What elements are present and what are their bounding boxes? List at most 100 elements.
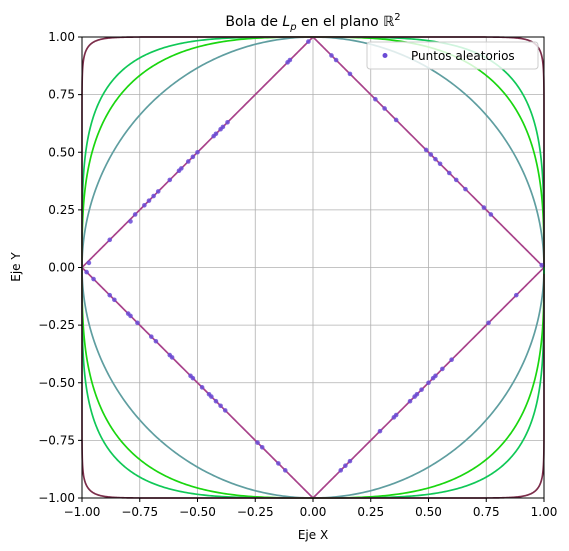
scatter-point-34 [463,186,468,192]
x-tick-label-1: −0.75 [121,505,158,519]
x-tick-label-7: 0.75 [473,505,500,519]
title-space: ℝ [383,14,395,30]
scatter-point-21 [306,39,311,44]
scatter-point-0 [86,260,92,266]
scatter-point-15 [213,131,219,137]
scatter-point-63 [449,357,454,363]
scatter-point-53 [209,394,214,399]
scatter-point-37 [539,262,544,268]
y-tick-label-0: −1.00 [38,491,75,505]
x-tick-label-8: 1.00 [531,505,558,519]
scatter-point-51 [199,385,205,390]
scatter-point-43 [128,313,133,319]
scatter-point-10 [179,166,184,171]
scatter-point-12 [190,154,196,160]
title-symbol: L [282,14,290,30]
x-tick-label-2: −0.50 [179,505,216,519]
x-tick-label-3: −0.25 [237,505,274,519]
scatter-point-38 [84,269,89,275]
scatter-point-22 [329,53,334,58]
scatter-point-67 [426,380,431,386]
x-axis-ticks: −1.00 −0.75 −0.50 −0.25 0.00 0.25 0.50 0.75 1.00 [64,498,558,519]
x-tick-label-4: 0.00 [300,505,327,519]
scatter-point-17 [220,124,226,130]
scatter-point-57 [255,440,260,445]
x-axis-label: Eje X [298,528,328,542]
scatter-point-6 [151,193,156,199]
scatter-point-77 [338,468,344,473]
y-tick-label-2: −0.50 [38,376,75,390]
scatter-point-71 [407,398,413,404]
scatter-point-3 [132,212,138,217]
scatter-point-56 [222,408,228,413]
scatter-point-75 [347,458,353,464]
scatter-point-18 [225,119,230,125]
chart-title: Bola de Lp en el plano ℝ2 [225,12,400,33]
scatter-point-70 [412,394,417,399]
scatter-point-33 [453,177,459,183]
scatter-point-44 [135,320,140,326]
title-superscript: 2 [394,12,400,23]
scatter-point-39 [91,276,96,282]
scatter-point-36 [488,212,494,217]
title-main: Bola de [225,14,278,30]
y-tick-label-1: −0.75 [38,433,75,447]
scatter-point-27 [393,117,399,123]
scatter-point-54 [213,398,219,404]
scatter-point-5 [146,198,152,203]
legend-label-puntos: Puntos aleatorios [411,49,515,63]
y-tick-label-8: 1.00 [48,30,75,44]
scatter-point-68 [419,387,424,392]
scatter-point-59 [276,461,281,466]
y-tick-label-7: 0.75 [48,88,75,102]
title-rest: en el plano [297,14,384,30]
x-tick-label-5: 0.25 [357,505,384,519]
scatter-point-32 [446,170,452,176]
scatter-point-4 [142,202,147,208]
scatter-point-61 [513,292,519,298]
scatter-point-30 [433,156,438,162]
scatter-point-11 [185,159,191,164]
scatter-point-74 [377,428,383,434]
scatter-point-62 [486,320,491,326]
scatter-point-55 [218,403,223,409]
scatter-point-50 [190,375,196,381]
y-tick-label-3: −0.25 [38,318,75,332]
scatter-point-2 [128,219,133,224]
scatter-point-73 [391,415,397,420]
legend-box [366,41,539,70]
scatter-point-40 [107,292,113,298]
x-tick-label-6: 0.50 [415,505,442,519]
legend-marker [382,53,388,58]
scatter-point-1 [107,237,113,243]
scatter-point-66 [430,375,436,381]
title-subscript: p [289,22,296,33]
y-axis-ticks: −1.00 −0.75 −0.50 −0.25 0.00 0.25 0.50 0.75 1.00 [38,30,82,505]
scatter-point-25 [373,96,378,102]
scatter-point-64 [440,366,445,372]
y-axis-label: Eje Y [9,252,23,282]
y-tick-label-5: 0.25 [48,203,75,217]
scatter-point-13 [195,149,200,155]
scatter-point-31 [437,161,443,167]
scatter-point-60 [282,468,288,473]
scatter-point-41 [112,297,117,303]
scatter-point-76 [343,463,348,469]
scatter-group [84,39,544,473]
scatter-point-45 [149,334,154,339]
scatter-point-7 [155,189,161,194]
x-tick-label-0: −1.00 [64,505,101,519]
scatter-point-46 [153,338,159,344]
scatter-point-26 [382,106,387,111]
scatter-point-23 [333,57,339,63]
scatter-point-48 [169,355,175,360]
scatter-point-28 [423,147,429,153]
scatter-point-35 [481,205,487,210]
scatter-point-29 [428,152,434,157]
scatter-point-58 [259,444,265,450]
scatter-point-8 [167,177,173,183]
y-tick-label-4: 0.00 [48,261,75,275]
scatter-point-20 [285,60,290,65]
y-tick-label-6: 0.50 [48,145,75,159]
